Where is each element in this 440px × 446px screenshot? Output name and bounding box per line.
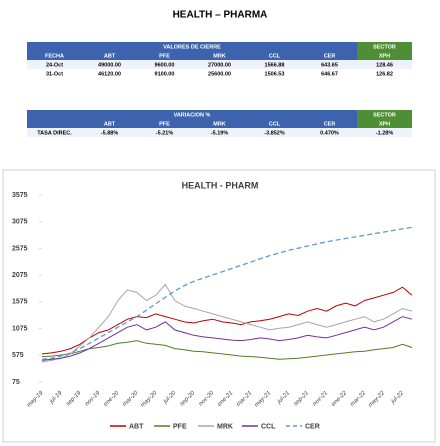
table-column-header: XPH xyxy=(379,121,390,127)
x-tick-label: jul-20 xyxy=(162,390,178,406)
x-tick-label: nov-21 xyxy=(312,390,329,407)
table-cell: 24-Oct xyxy=(46,62,63,68)
y-tick-label: 3575 xyxy=(12,192,28,199)
page-title: HEALTH – PHARMA xyxy=(173,10,268,21)
table-group-header: VALORES DE CIERRE xyxy=(163,44,221,50)
table-cell: -3.852% xyxy=(264,130,285,136)
y-tick-label: 2575 xyxy=(12,245,28,252)
table-cell: 1506.53 xyxy=(265,71,285,77)
legend-label: CCL xyxy=(261,423,276,430)
table-cell: 27000.00 xyxy=(208,62,231,68)
x-tick-label: ene-22 xyxy=(331,390,349,408)
table-cell: 46120.00 xyxy=(98,71,121,77)
table-column-header: CER xyxy=(324,121,336,127)
table-row-bg xyxy=(27,69,412,78)
table-group-header-bg xyxy=(27,42,357,51)
x-tick-label: sep-20 xyxy=(179,390,197,408)
x-tick-label: may-22 xyxy=(368,390,387,409)
legend-label: MRK xyxy=(217,423,233,430)
table-cell: 25600.00 xyxy=(208,71,231,77)
chart-frame xyxy=(2,169,436,443)
table-column-header: PFE xyxy=(159,53,170,59)
table-header-bg xyxy=(27,119,357,128)
series-line xyxy=(41,340,413,360)
x-tick-label: jul-21 xyxy=(276,390,291,405)
table-cell: -1.28% xyxy=(376,130,394,136)
table-cell: -5.19% xyxy=(211,130,229,136)
table-cell: TASA DIREC. xyxy=(37,130,72,136)
x-tick-label: nov-19 xyxy=(84,390,102,408)
legend-label: CER xyxy=(305,423,320,430)
y-tick-label: 2075 xyxy=(12,272,28,279)
x-tick-label: mar-21 xyxy=(236,390,254,408)
table-cell: 0.470% xyxy=(320,130,339,136)
table-cell: 9100.00 xyxy=(155,71,175,77)
table-row-bg xyxy=(27,60,412,69)
x-tick-label: mar-22 xyxy=(349,390,367,408)
y-tick-label: 575 xyxy=(12,352,24,359)
x-tick-label: may-21 xyxy=(254,390,272,408)
y-tick-label: 75 xyxy=(12,379,20,386)
legend-label: ABT xyxy=(129,423,144,430)
table-column-header: ABT xyxy=(104,121,116,127)
x-tick-label: ene-21 xyxy=(217,390,234,407)
table-column-header: CCL xyxy=(269,53,281,59)
x-tick-label: sep-19 xyxy=(65,390,83,408)
table-cell: 9600.00 xyxy=(155,62,175,68)
chart-title: HEALTH - PHARM xyxy=(182,180,259,190)
table-sector-header-bg xyxy=(357,110,412,119)
table-sector-header: SECTOR xyxy=(373,44,396,50)
series-line xyxy=(41,226,413,360)
x-tick-label: mar-20 xyxy=(122,390,140,408)
table-column-header: CCL xyxy=(269,121,281,127)
table-sector-header-bg xyxy=(357,42,412,51)
table-cell: 1566.88 xyxy=(265,62,285,68)
table-column-header: FECHA xyxy=(45,53,64,59)
table-header-bg xyxy=(27,51,357,60)
table-row-bg xyxy=(27,128,412,137)
table-cell: 643.65 xyxy=(321,62,338,68)
x-tick-label: nov-20 xyxy=(198,390,216,408)
x-tick-label: may-20 xyxy=(140,390,159,409)
table-cell: 49000.00 xyxy=(98,62,121,68)
table-column-header: CER xyxy=(324,53,336,59)
series-line xyxy=(41,286,413,355)
series-line xyxy=(41,283,413,363)
y-tick-label: 1075 xyxy=(12,325,28,332)
table-column-header: PFE xyxy=(159,121,170,127)
table-cell: -5.88% xyxy=(101,130,119,136)
table-header-sector-bg xyxy=(357,119,412,128)
table-cell: -5.21% xyxy=(156,130,174,136)
table-column-header: XPH xyxy=(379,53,390,59)
series-line xyxy=(41,316,413,361)
x-tick-label: ene-20 xyxy=(103,390,121,408)
table-cell: 31-Oct xyxy=(46,71,63,77)
table-cell: 646.67 xyxy=(321,71,338,77)
table-column-header: MRK xyxy=(213,53,226,59)
x-tick-label: sep-21 xyxy=(293,390,310,407)
y-tick-label: 1575 xyxy=(12,299,28,306)
table-header-sector-bg xyxy=(357,51,412,60)
x-tick-label: may-19 xyxy=(26,390,45,409)
table-group-header: VARIACION % xyxy=(174,112,211,118)
table-column-header: ABT xyxy=(104,53,116,59)
x-tick-label: jul-22 xyxy=(390,390,406,406)
table-cell: 126.82 xyxy=(376,71,393,77)
table-group-header-bg xyxy=(27,110,357,119)
x-tick-label: jul-19 xyxy=(48,390,64,406)
table-cell: 128.46 xyxy=(376,62,393,68)
table-sector-header: SECTOR xyxy=(373,112,396,118)
y-tick-label: 3075 xyxy=(12,219,28,226)
table-column-header: MRK xyxy=(213,121,226,127)
legend-label: PFE xyxy=(173,423,187,430)
